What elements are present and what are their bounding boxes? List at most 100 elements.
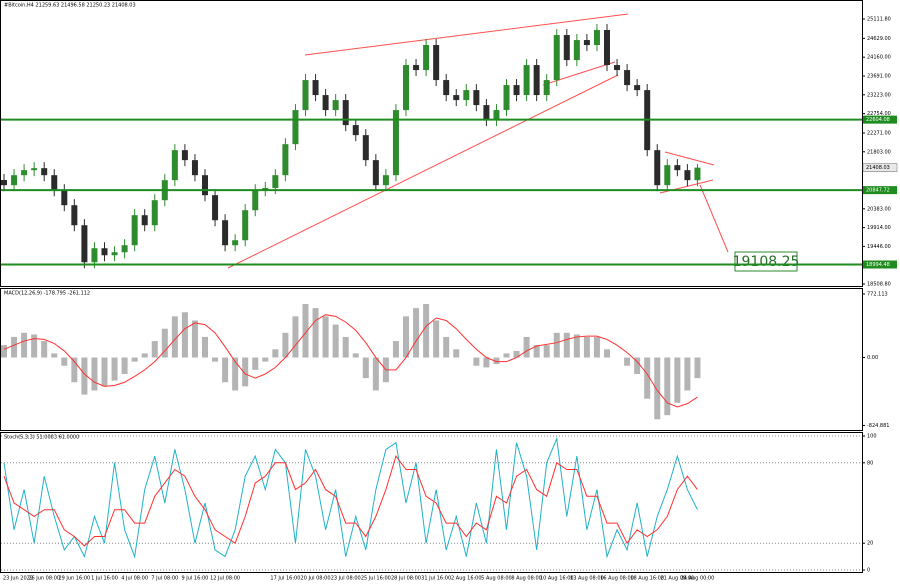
macd-bar bbox=[151, 341, 158, 358]
stoch-main bbox=[3, 436, 698, 559]
macd-bar bbox=[563, 332, 570, 358]
macd-bar bbox=[312, 308, 319, 358]
candle-body bbox=[533, 65, 540, 96]
y-tick-label: -824.881 bbox=[867, 423, 889, 429]
candle-body bbox=[614, 65, 621, 71]
macd-bar bbox=[282, 332, 289, 358]
candle-body bbox=[71, 205, 78, 226]
macd-title: MACD(12,26,9) -178.795 -261.112 bbox=[4, 291, 90, 297]
candle-body bbox=[282, 144, 289, 176]
x-tick-label: 10 Aug 16:00 bbox=[540, 576, 574, 582]
macd-bar bbox=[302, 303, 309, 358]
y-tick-label: 0.00 bbox=[867, 355, 878, 361]
drawings bbox=[227, 13, 729, 269]
y-tick-label: 20383.00 bbox=[867, 206, 891, 212]
macd-bar bbox=[583, 336, 590, 358]
y-tick-label: 21803.00 bbox=[867, 149, 891, 155]
x-tick-label: 7 Jul 08:00 bbox=[151, 576, 178, 582]
macd-bar bbox=[684, 357, 691, 391]
y-tick-label: 23691.00 bbox=[867, 74, 891, 80]
candle-body bbox=[593, 30, 600, 46]
macd-bar bbox=[493, 357, 500, 365]
candle-body bbox=[11, 175, 18, 186]
x-tick-label: 24 Aug 00:00 bbox=[681, 576, 715, 582]
candle-body bbox=[362, 135, 369, 161]
macd-bar bbox=[473, 357, 480, 366]
candle-body bbox=[563, 35, 570, 61]
macd-bar bbox=[292, 316, 299, 358]
macd-bar bbox=[51, 353, 58, 358]
macd-bar bbox=[322, 316, 329, 358]
candle-body bbox=[403, 65, 409, 111]
y-tick-label: 0 bbox=[867, 568, 870, 574]
macd-bar bbox=[272, 349, 279, 358]
macd-bar bbox=[121, 357, 128, 374]
macd-bar bbox=[131, 357, 138, 362]
x-tick-label: 23 Jun 2022 bbox=[3, 576, 33, 582]
candle-body bbox=[473, 90, 480, 106]
candle-body bbox=[332, 100, 339, 111]
macd-signal bbox=[3, 314, 698, 408]
trendline bbox=[304, 13, 629, 56]
macd-bar bbox=[654, 357, 661, 420]
macd-bar bbox=[91, 357, 98, 391]
candle-body bbox=[21, 170, 28, 176]
macd-bar bbox=[81, 357, 88, 395]
macd-bar bbox=[523, 336, 530, 358]
macd-bar bbox=[392, 341, 399, 358]
macd-bar bbox=[624, 357, 631, 366]
x-tick-label: 8 Aug 08:00 bbox=[511, 576, 542, 582]
x-tick-label: 5 Aug 08:00 bbox=[481, 576, 512, 582]
macd-bar bbox=[11, 336, 18, 358]
candle-body bbox=[181, 150, 188, 161]
candle-body bbox=[573, 40, 580, 61]
trendline bbox=[227, 74, 619, 269]
candle-body bbox=[604, 30, 610, 66]
candle-body bbox=[101, 248, 108, 256]
macd-bar bbox=[171, 316, 178, 358]
annotation-box bbox=[734, 251, 798, 272]
macd-bar bbox=[674, 357, 681, 403]
macd-bar bbox=[362, 357, 369, 379]
candle-body bbox=[423, 45, 430, 71]
y-tick-label: 20 bbox=[867, 541, 873, 547]
candle-body bbox=[634, 85, 641, 91]
x-tick-label: 26 Jun 08:00 bbox=[28, 576, 60, 582]
level-label: 18994.48 bbox=[866, 262, 890, 268]
stoch-signal bbox=[3, 455, 698, 547]
x-tick-label: 16 Aug 08:00 bbox=[600, 576, 634, 582]
macd-bar bbox=[181, 312, 188, 358]
y-tick-label: 80 bbox=[867, 460, 873, 466]
y-tick-label: 25111.80 bbox=[867, 16, 891, 22]
candle-body bbox=[523, 65, 530, 96]
macd-bar bbox=[443, 336, 450, 358]
chart-title: #Bitcoin,H4 21259.63 21496.58 21250.23 2… bbox=[4, 3, 136, 9]
macd-bar bbox=[604, 349, 610, 358]
candle-body bbox=[171, 150, 178, 181]
y-tick-label: 24160.00 bbox=[867, 55, 891, 61]
candle-body bbox=[624, 70, 631, 86]
x-tick-label: 4 Jul 08:00 bbox=[121, 576, 148, 582]
candle-body bbox=[543, 80, 550, 96]
y-tick-label: 772.113 bbox=[867, 291, 888, 297]
candle-body bbox=[382, 175, 389, 186]
candle-body bbox=[413, 65, 420, 71]
candle-body bbox=[694, 167, 701, 181]
macd-bar bbox=[21, 332, 28, 358]
x-tick-label: 20 Jul 08:00 bbox=[301, 576, 331, 582]
macd-bar bbox=[71, 357, 78, 383]
candle-body bbox=[131, 215, 138, 246]
x-tick-label: 21 Aug 08:00 bbox=[660, 576, 694, 582]
level-tag bbox=[863, 115, 897, 124]
candle-body bbox=[352, 125, 359, 136]
level-label: 22604.08 bbox=[866, 117, 890, 123]
macd-bar bbox=[634, 357, 641, 374]
x-tick-label: 9 Jul 16:00 bbox=[182, 576, 209, 582]
candle-body bbox=[292, 110, 299, 145]
candle-body bbox=[372, 160, 379, 186]
macd-bar bbox=[543, 345, 550, 358]
x-tick-label: 1 Jul 16:00 bbox=[91, 576, 118, 582]
candle-body bbox=[141, 215, 148, 226]
